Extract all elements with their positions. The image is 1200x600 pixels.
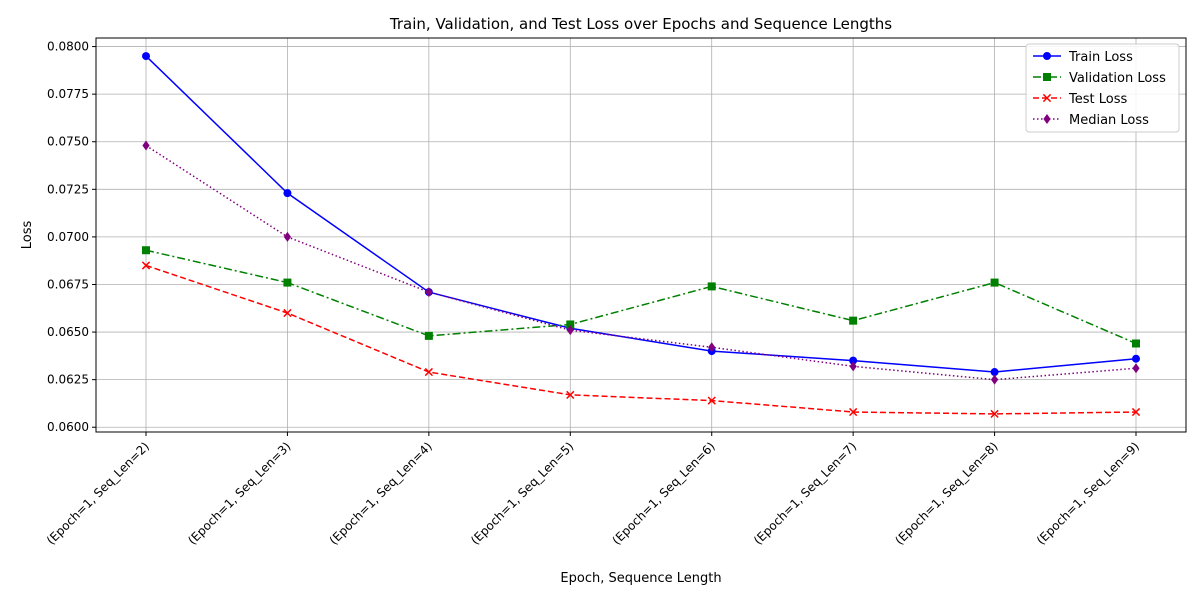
- y-tick-label: 0.0775: [47, 87, 89, 101]
- data-point: [142, 246, 150, 255]
- series-line: [145, 264, 1137, 415]
- data-point: [990, 374, 999, 385]
- data-point: [283, 189, 292, 198]
- data-point: [849, 361, 857, 372]
- legend-item: Train Loss: [1033, 50, 1133, 65]
- legend-box: [1025, 43, 1180, 133]
- data-point: [849, 316, 858, 325]
- y-axis: 0.0600 0.0625 0.0650 0.0675 0.0700 0.0725 0.07…: [47, 40, 96, 434]
- plot-frame: [95, 37, 1187, 433]
- data-point: [283, 231, 292, 242]
- y-axis-label: Loss: [20, 221, 35, 250]
- series-test-loss: [141, 261, 1141, 419]
- data-point: [990, 278, 999, 287]
- legend-marker: [1043, 114, 1051, 124]
- data-point: [849, 407, 858, 417]
- series-line: [145, 55, 1137, 373]
- data-point: [566, 325, 574, 336]
- y-tick-label: 0.0750: [47, 135, 89, 149]
- data-point: [707, 396, 716, 405]
- data-point: [566, 390, 575, 400]
- legend-label: Train Loss: [1068, 50, 1133, 65]
- data-point: [283, 278, 292, 287]
- data-point: [990, 368, 999, 377]
- series-layer: [141, 52, 1141, 419]
- y-tick-label: 0.0650: [47, 325, 89, 339]
- series-validation-loss: [142, 246, 1140, 348]
- data-point: [849, 356, 858, 365]
- legend-marker: [1042, 93, 1052, 103]
- data-point: [142, 140, 150, 151]
- data-point: [707, 282, 716, 291]
- legend-label: Median Loss: [1069, 113, 1149, 128]
- data-point: [141, 261, 151, 270]
- data-point: [1132, 363, 1140, 374]
- data-point: [425, 287, 433, 298]
- y-tick-label: 0.0725: [47, 182, 89, 196]
- legend-label: Test Loss: [1068, 92, 1127, 107]
- data-point: [142, 52, 150, 61]
- legend-marker: [1043, 52, 1051, 60]
- series-median-loss: [142, 140, 1140, 385]
- data-point: [1132, 354, 1140, 363]
- legend: Train Loss Validation Loss Test Loss Median…: [1025, 43, 1180, 133]
- legend-item: Validation Loss: [1033, 71, 1166, 86]
- y-tick-label: 0.0675: [47, 277, 89, 291]
- series-line: [145, 249, 1137, 345]
- y-tick-label: 0.0600: [47, 420, 89, 434]
- y-tick-label: 0.0700: [47, 230, 89, 244]
- data-point: [283, 308, 292, 318]
- data-point: [990, 409, 999, 419]
- data-point: [1131, 407, 1141, 417]
- y-tick-label: 0.0625: [47, 373, 89, 387]
- x-axis-label: Epoch, Sequence Length: [560, 571, 721, 586]
- data-point: [424, 367, 433, 377]
- legend-marker: [1043, 73, 1051, 81]
- data-point: [1132, 339, 1140, 348]
- legend-label: Validation Loss: [1069, 71, 1166, 86]
- chart-title: Train, Validation, and Test Loss over Ep…: [389, 15, 892, 33]
- y-tick-label: 0.0800: [47, 40, 89, 54]
- legend-item: Test Loss: [1033, 92, 1127, 107]
- data-point: [424, 331, 433, 340]
- data-point: [566, 320, 575, 329]
- legend-item: Median Loss: [1033, 113, 1149, 128]
- data-point: [708, 342, 716, 353]
